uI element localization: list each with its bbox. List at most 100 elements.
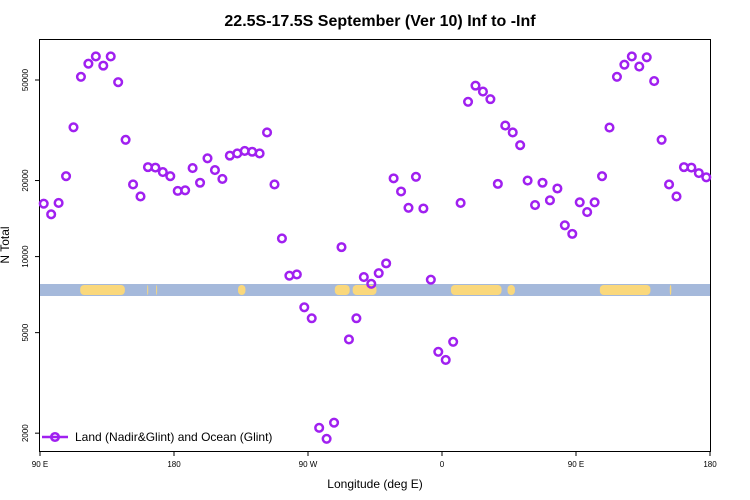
data-point — [410, 171, 421, 182]
data-point — [276, 233, 287, 244]
x-axis-title: Longitude (deg E) — [327, 477, 422, 491]
data-point — [358, 271, 369, 283]
data-point — [433, 346, 444, 357]
data-point — [403, 202, 414, 213]
data-point — [440, 354, 451, 365]
data-point — [477, 86, 488, 97]
data-point — [113, 77, 124, 88]
land-segment — [334, 285, 350, 295]
data-point — [641, 52, 652, 63]
data-point — [68, 122, 79, 133]
land-segment — [599, 285, 651, 295]
data-point — [686, 162, 697, 173]
x-tick-label: 90 W — [299, 460, 318, 469]
legend-label: Land (Nadir&Glint) and Ocean (Glint) — [75, 430, 272, 444]
data-point — [418, 203, 429, 214]
data-point — [664, 179, 675, 190]
plot-area — [39, 39, 711, 452]
data-point — [262, 127, 273, 138]
land-segment — [669, 285, 672, 295]
data-point — [83, 58, 94, 69]
data-point — [165, 171, 176, 182]
data-point — [202, 153, 213, 164]
land-segment — [80, 285, 125, 295]
data-point — [634, 61, 645, 72]
data-point — [61, 171, 72, 182]
data-point — [150, 162, 161, 173]
data-point — [105, 51, 116, 62]
data-point — [626, 51, 637, 62]
data-point — [180, 185, 191, 196]
data-point — [53, 197, 64, 209]
data-point — [38, 198, 49, 209]
legend-marker — [49, 431, 61, 443]
data-point — [128, 179, 139, 190]
data-point — [589, 197, 600, 208]
data-point — [381, 258, 392, 269]
data-point — [537, 177, 548, 188]
land-segment — [238, 285, 246, 295]
data-point — [366, 278, 377, 289]
data-point — [157, 167, 168, 178]
data-point — [46, 209, 57, 220]
data-point — [254, 148, 265, 159]
data-point — [544, 195, 555, 206]
chart-title: 22.5S-17.5S September (Ver 10) Inf to -I… — [224, 13, 536, 30]
data-point — [209, 165, 220, 176]
data-point — [574, 197, 585, 208]
data-point — [656, 134, 667, 145]
y-axis-title: N Total — [0, 226, 12, 263]
x-tick-label: 180 — [167, 460, 181, 469]
data-point — [135, 191, 146, 202]
legend: Land (Nadir&Glint) and Ocean (Glint) — [42, 430, 272, 444]
data-point — [314, 422, 325, 433]
data-point — [195, 177, 206, 188]
data-point — [388, 173, 399, 184]
data-point — [351, 313, 362, 324]
land-segment — [156, 285, 158, 295]
data-point — [604, 122, 615, 133]
data-point — [336, 242, 347, 253]
data-point — [448, 336, 459, 347]
data-point — [597, 171, 608, 182]
land-segment — [147, 285, 149, 295]
data-point — [291, 269, 302, 280]
data-point — [269, 179, 280, 190]
surface-type-strip — [40, 284, 710, 296]
data-point — [522, 175, 533, 186]
data-point — [500, 120, 511, 131]
data-point — [463, 96, 474, 107]
x-tick-label: 90 E — [568, 460, 584, 469]
data-point — [567, 228, 578, 239]
data-point — [306, 313, 317, 324]
data-point — [75, 71, 86, 82]
data-point — [582, 207, 593, 218]
data-point — [98, 60, 109, 71]
data-point — [559, 220, 570, 231]
data-point — [187, 163, 198, 174]
data-point — [299, 302, 310, 313]
data-point — [90, 51, 101, 62]
data-point — [515, 140, 526, 151]
data-point — [492, 178, 503, 189]
y-tick-label: 20000 — [21, 169, 30, 192]
y-tick-label: 2000 — [21, 424, 30, 442]
land-segment — [507, 285, 515, 295]
land-segment — [450, 285, 502, 295]
data-point — [329, 417, 340, 428]
data-point — [611, 71, 622, 82]
x-axis: 90 E 180 90 W 0 90 E 180 — [32, 451, 717, 469]
data-point — [396, 186, 407, 197]
data-series — [38, 51, 712, 444]
data-point — [649, 76, 660, 87]
data-point — [455, 197, 466, 209]
data-point — [693, 168, 704, 179]
x-tick-label: 90 E — [32, 460, 48, 469]
data-point — [530, 199, 541, 211]
y-tick-label: 50000 — [21, 68, 30, 91]
data-point — [373, 268, 384, 279]
data-point — [217, 173, 228, 184]
data-point — [671, 191, 682, 202]
data-point — [619, 59, 630, 70]
